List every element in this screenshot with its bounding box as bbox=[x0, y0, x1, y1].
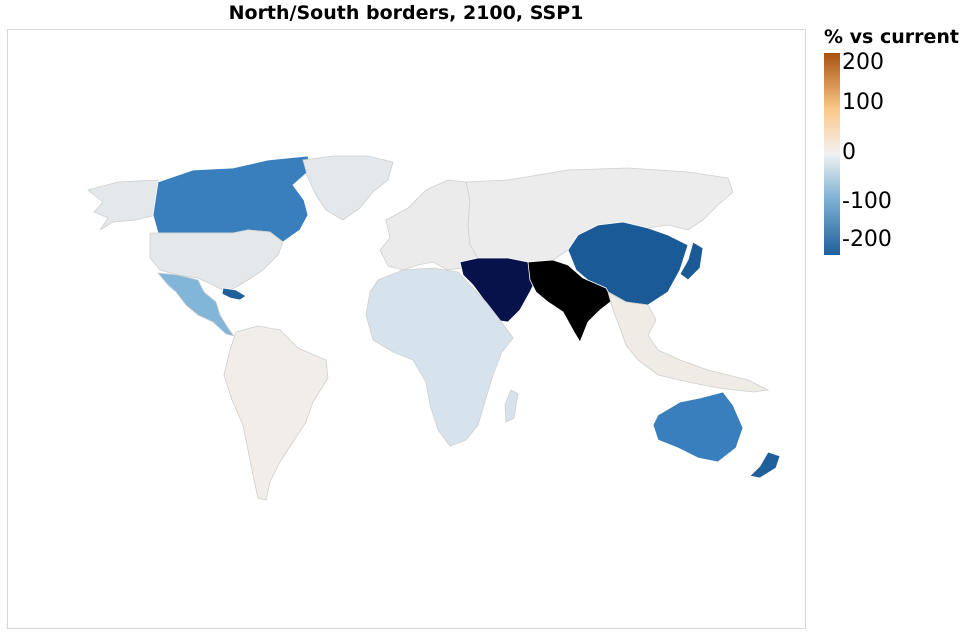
region-australia[interactable] bbox=[652, 391, 744, 463]
legend-tick-0: 0 bbox=[842, 140, 856, 165]
region-africa[interactable] bbox=[365, 267, 514, 447]
legend-tick-100: 100 bbox=[842, 90, 884, 115]
region-europe[interactable] bbox=[379, 179, 479, 271]
map-title: North/South borders, 2100, SSP1 bbox=[228, 2, 584, 24]
region-middle-east[interactable] bbox=[459, 257, 539, 323]
region-southeast-asia[interactable] bbox=[607, 291, 770, 393]
region-greenland[interactable] bbox=[302, 155, 394, 221]
region-japan[interactable] bbox=[679, 241, 704, 281]
world-map[interactable] bbox=[8, 30, 807, 630]
legend-tick-200: 200 bbox=[842, 50, 884, 75]
region-south-asia[interactable] bbox=[527, 259, 614, 343]
legend-tick-minus-200: -200 bbox=[842, 227, 892, 252]
region-canada[interactable] bbox=[152, 155, 311, 243]
legend-title: % vs current bbox=[824, 26, 959, 48]
region-madagascar[interactable] bbox=[504, 389, 519, 423]
region-alaska[interactable] bbox=[87, 179, 161, 231]
map-panel[interactable] bbox=[7, 29, 806, 629]
region-south-america[interactable] bbox=[223, 325, 329, 501]
region-caribbean[interactable] bbox=[221, 287, 247, 301]
region-mexico-central-america[interactable] bbox=[157, 272, 235, 337]
region-united-states[interactable] bbox=[149, 229, 284, 293]
region-new-zealand[interactable] bbox=[749, 451, 781, 479]
legend-color-bar bbox=[824, 53, 840, 255]
legend-tick-minus-100: -100 bbox=[842, 189, 892, 214]
